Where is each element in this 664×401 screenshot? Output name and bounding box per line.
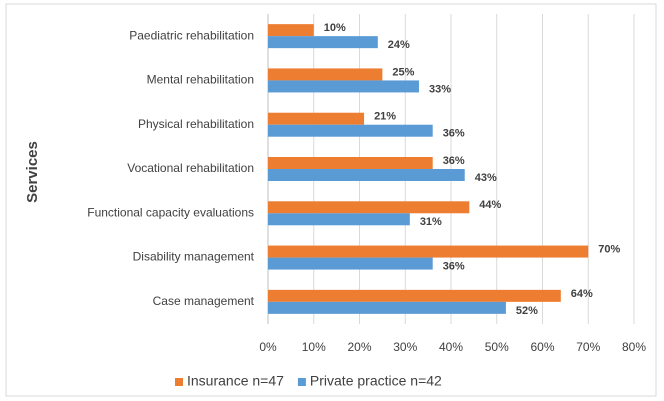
legend-swatch [297,378,306,386]
x-tick-label: 70% [576,340,600,354]
x-tick-label: 0% [259,340,277,354]
x-tick-label: 60% [530,340,554,354]
value-label: 44% [479,199,501,211]
y-tick-label: Case management [153,294,255,308]
legend-label: Private practice n=42 [310,373,442,389]
value-label: 43% [475,172,497,184]
value-label: 70% [598,243,620,255]
value-label: 36% [443,260,465,272]
value-label: 24% [388,39,410,51]
value-label: 25% [392,66,414,78]
bar [268,157,433,169]
bar [268,36,378,49]
y-tick-label: Vocational rehabilitation [127,161,254,175]
value-label: 31% [420,216,442,228]
y-tick-label: Mental rehabilitation [147,73,254,87]
value-label: 10% [324,22,346,34]
x-tick-label: 20% [347,340,371,354]
bar [268,68,383,81]
bar [268,201,470,214]
value-label: 36% [443,155,465,167]
x-tick-label: 30% [393,340,417,354]
bar [268,213,410,226]
bar [268,245,589,258]
bar [268,301,506,314]
value-label: 64% [571,288,593,300]
bar [268,80,419,93]
bar [268,257,433,270]
y-tick-label: Physical rehabilitation [138,117,254,131]
y-axis-title: Services [24,141,41,203]
legend-label: Insurance n=47 [187,373,284,389]
value-label: 52% [516,305,538,317]
x-tick-label: 80% [622,340,646,354]
y-tick-label: Paediatric rehabilitation [129,28,254,42]
value-label: 21% [374,111,396,123]
bar [268,24,314,37]
value-label: 36% [443,128,465,140]
value-label: 33% [429,83,451,95]
x-tick-label: 50% [485,340,509,354]
bar [268,112,365,125]
x-tick-label: 10% [302,340,326,354]
y-tick-label: Functional capacity evaluations [87,205,254,219]
bar [268,124,433,137]
chart-frame [5,3,657,397]
bar [268,289,561,302]
bar [268,169,465,181]
legend-swatch [175,378,183,386]
y-tick-label: Disability management [133,250,255,264]
x-tick-label: 40% [439,340,463,354]
